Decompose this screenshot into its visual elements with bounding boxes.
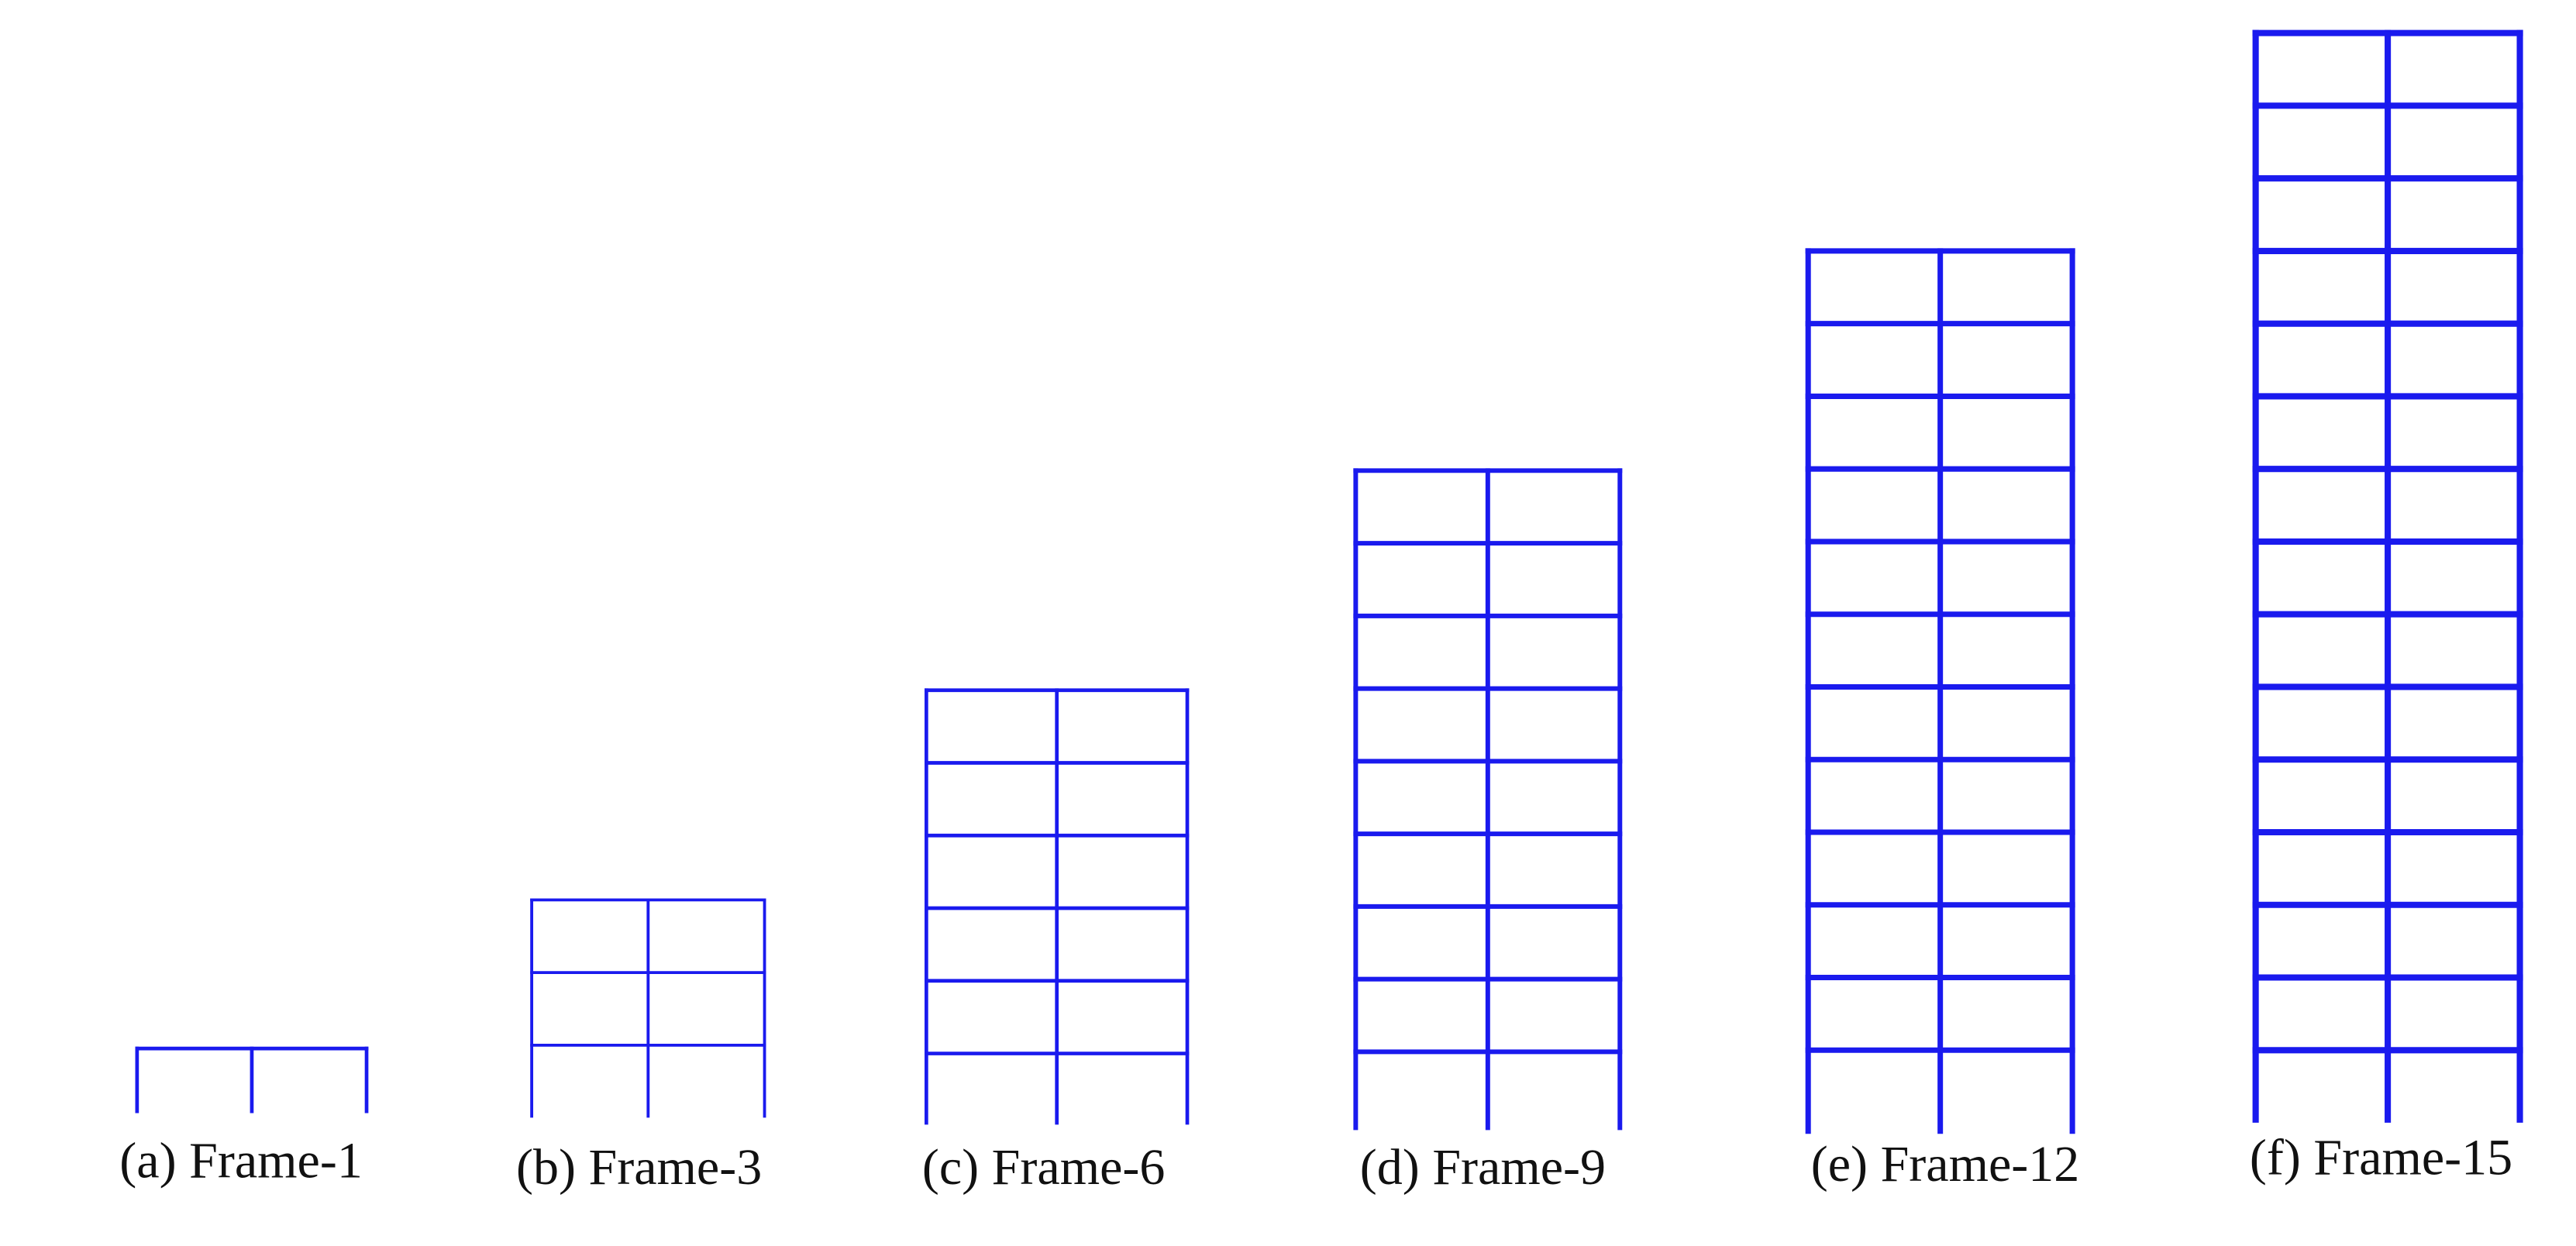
- frame-label: (a) Frame-1: [119, 1133, 363, 1189]
- frame-label: (f) Frame-15: [2250, 1129, 2512, 1186]
- frame-label: (e) Frame-12: [1811, 1136, 2080, 1193]
- frame: [135, 1046, 369, 1113]
- frame-label: (b) Frame-3: [516, 1139, 762, 1196]
- frame: [1805, 248, 2075, 1134]
- frame: [925, 688, 1190, 1125]
- frame: [530, 898, 766, 1118]
- frame: [2252, 29, 2523, 1123]
- frame: [1353, 468, 1623, 1131]
- frame-label: (d) Frame-9: [1360, 1139, 1606, 1196]
- frame-label: (c) Frame-6: [922, 1139, 1166, 1196]
